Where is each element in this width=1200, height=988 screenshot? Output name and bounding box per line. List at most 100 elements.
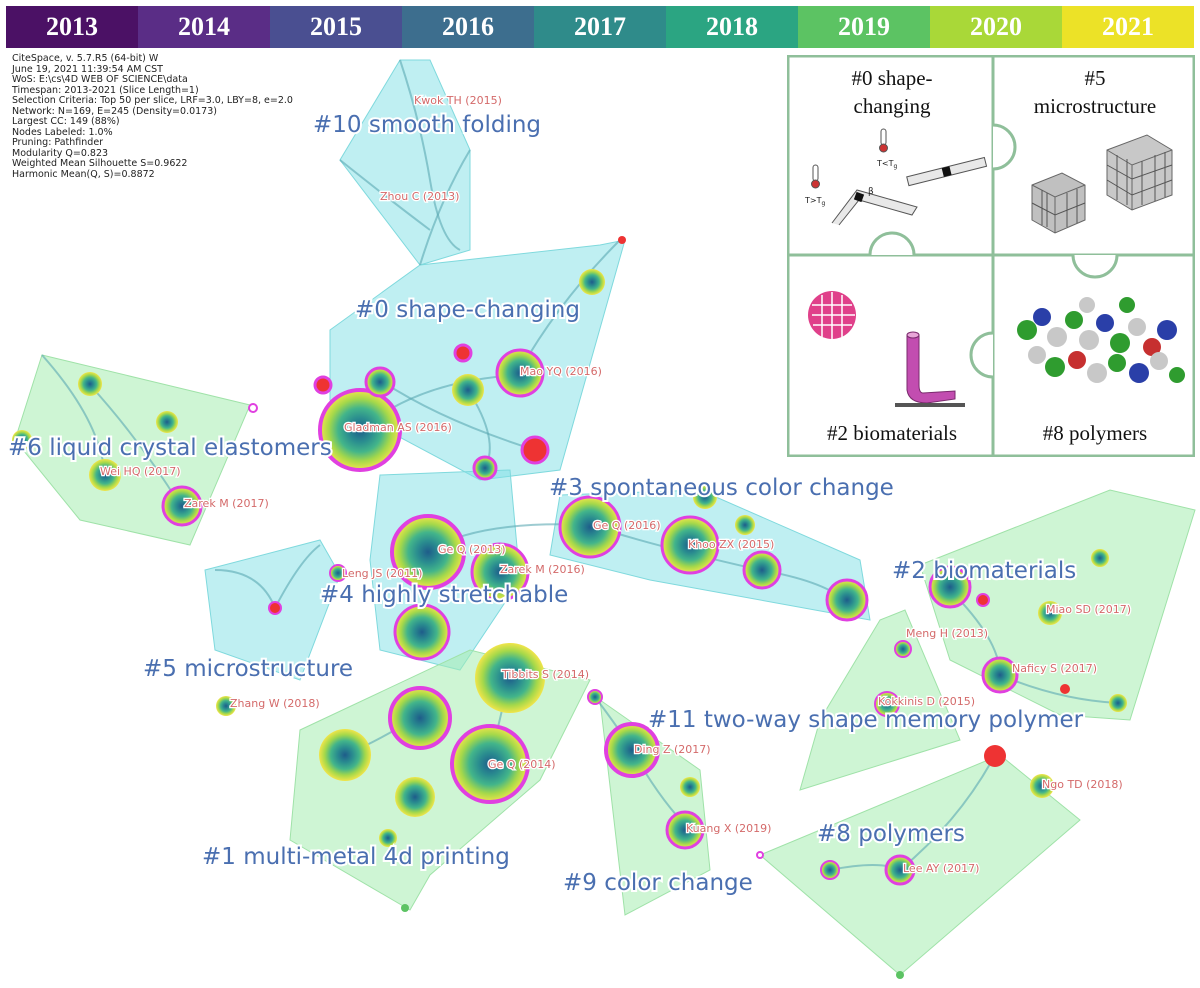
polymer-molecule-icon	[1017, 297, 1185, 383]
node	[1091, 549, 1109, 567]
author-label: Ge Q (2013)	[438, 543, 506, 556]
node	[884, 854, 916, 886]
mesh-disc-icon	[808, 291, 856, 339]
node	[896, 971, 904, 979]
author-label: Ge Q (2014)	[488, 758, 556, 771]
puzzle-title-polymers: #8 polymers	[1043, 421, 1147, 445]
link	[379, 379, 536, 451]
year-cell: 2014	[138, 6, 270, 48]
cluster-label: #11 two-way shape memory polymer	[648, 707, 1084, 733]
author-label: Wei HQ (2017)	[100, 465, 181, 478]
author-label: Leng JS (2011)	[342, 567, 422, 580]
meta-line: Modularity Q=0.823	[12, 147, 109, 159]
cluster-label: #10 smooth folding	[313, 112, 541, 138]
author-label: Zarek M (2016)	[500, 563, 585, 576]
year-cell: 2019	[798, 6, 930, 48]
puzzle-title-shape-changing-1: #0 shape-	[851, 66, 932, 90]
lattice-cube-icon	[1106, 134, 1173, 211]
puzzle-title-microstructure-1: #5	[1085, 66, 1106, 90]
cluster-label: #9 color change	[563, 870, 753, 896]
node	[475, 643, 545, 713]
node	[401, 904, 409, 912]
node	[12, 430, 32, 450]
puzzle-knob	[1071, 254, 1119, 279]
node	[756, 851, 764, 859]
citespace-metadata: CiteSpace, v. 5.7.R5 (64-bit) W June 19,…	[12, 53, 293, 180]
node	[520, 435, 550, 465]
author-label: Kwok TH (2015)	[414, 94, 502, 107]
puzzle-title-microstructure-2: microstructure	[1034, 94, 1156, 118]
node	[319, 729, 371, 781]
node	[1109, 694, 1127, 712]
node	[364, 366, 396, 398]
node	[618, 236, 626, 244]
meta-line: Weighted Mean Silhouette S=0.9622	[12, 158, 188, 169]
meta-line: Timespan: 2013-2021 (Slice Length=1)	[12, 84, 199, 96]
node	[894, 640, 912, 658]
temp-high-label: T>Tg	[804, 196, 825, 207]
meta-line: Network: N=169, E=245 (Density=0.0173)	[12, 105, 217, 117]
hull-cluster-8	[759, 754, 1081, 976]
cluster-label: #6 liquid crystal elastomers	[8, 435, 332, 461]
node	[665, 810, 705, 850]
node	[660, 515, 720, 575]
link	[419, 149, 471, 266]
node	[1038, 601, 1062, 625]
year-cell: 2016	[402, 6, 534, 48]
year-cell: 2021	[1062, 6, 1194, 48]
node	[579, 269, 605, 295]
bent-strip-icon	[831, 189, 918, 226]
author-label: Lee AY (2017)	[903, 862, 979, 875]
link	[399, 59, 461, 251]
meta-line: Selection Criteria: Top 50 per slice, LR…	[12, 95, 293, 106]
author-label: Meng H (2013)	[906, 627, 988, 640]
cluster-label: #3 spontaneous color change	[549, 475, 894, 501]
year-cell: 2017	[534, 6, 666, 48]
node	[393, 603, 451, 661]
cluster-label: #8 polymers	[817, 821, 965, 847]
node	[248, 403, 258, 413]
node	[216, 696, 236, 716]
node	[390, 514, 466, 590]
straight-strip-icon	[906, 156, 988, 187]
meta-line: WoS: E:\cs\4D WEB OF SCIENCE\data	[12, 74, 188, 85]
cluster-label: #2 biomaterials	[892, 558, 1076, 584]
year-cell: 2018	[666, 6, 798, 48]
puzzle-knob	[868, 231, 916, 256]
year-color-legend: 2013 2014 2015 2016 2017 2018 2019 2020 …	[6, 6, 1194, 48]
node	[928, 565, 972, 609]
link	[274, 544, 321, 609]
node	[984, 745, 1006, 767]
author-label: Tibbits S (2014)	[501, 668, 589, 681]
node	[735, 515, 755, 535]
author-label: Ge Q (2016)	[593, 519, 661, 532]
meta-line: Harmonic Mean(Q, S)=0.8872	[12, 168, 155, 180]
node	[495, 348, 545, 398]
node	[874, 691, 900, 717]
node	[78, 372, 102, 396]
node	[452, 374, 484, 406]
node	[318, 388, 402, 472]
meta-line: Largest CC: 149 (88%)	[12, 116, 120, 127]
cluster-label: #1 multi-metal 4d printing	[202, 844, 510, 870]
node	[268, 601, 282, 615]
printed-tube-icon	[895, 331, 965, 407]
author-label: Kokkinis D (2015)	[878, 695, 975, 708]
node	[313, 375, 333, 395]
node	[450, 724, 530, 804]
thermometer-icon	[811, 164, 820, 189]
puzzle-title-biomaterials: #2 biomaterials	[827, 421, 957, 445]
hull-cluster-1	[289, 649, 591, 911]
year-cell: 2013	[6, 6, 138, 48]
meta-line: CiteSpace, v. 5.7.R5 (64-bit) W	[12, 53, 159, 64]
node	[161, 485, 203, 527]
lattice-cube-icon	[1031, 172, 1086, 234]
node	[329, 564, 347, 582]
temp-low-label: T<Tg	[876, 159, 897, 170]
node	[680, 777, 700, 797]
cluster-label: #0 shape-changing	[355, 297, 580, 323]
cluster-label: #4 highly stretchable	[320, 582, 568, 608]
year-cell: 2015	[270, 6, 402, 48]
